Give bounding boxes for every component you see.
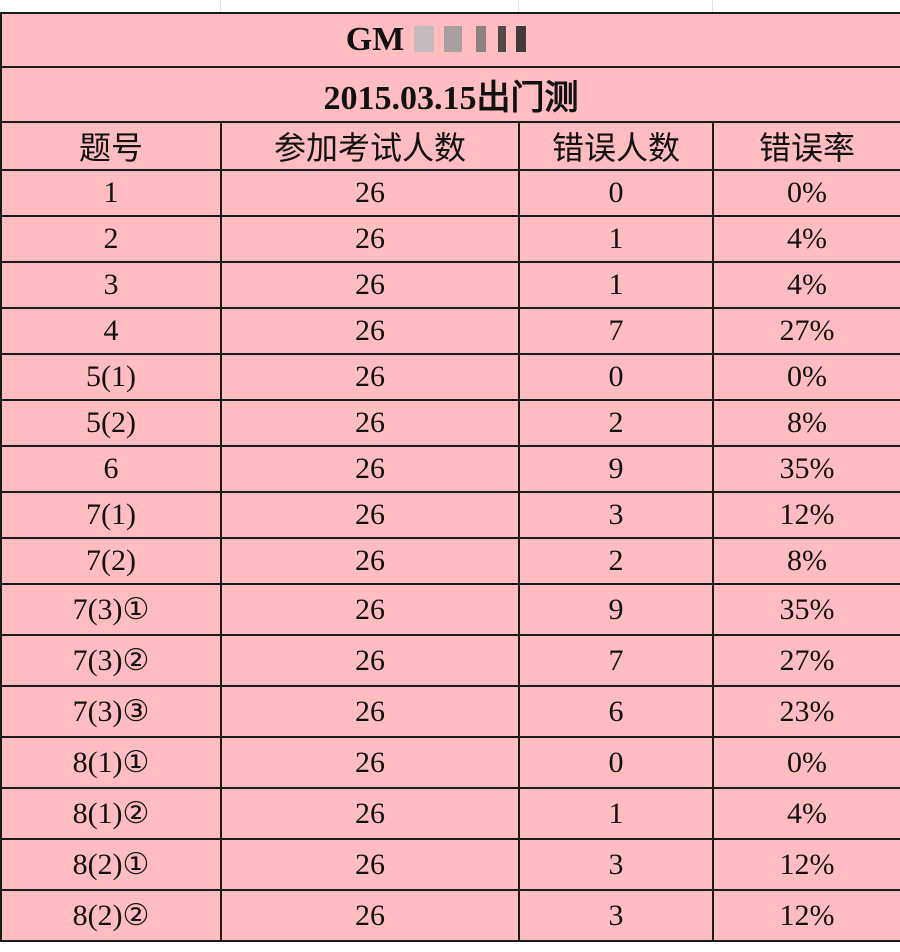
cell-participants[interactable]: 26 [220,736,520,789]
cell-wrong-count[interactable]: 9 [518,583,714,636]
cell-wrong-count[interactable]: 9 [518,445,714,493]
header-question-number[interactable]: 题号 [0,121,222,171]
table-row: 1 26 0 0% [0,169,900,217]
cell-participants[interactable]: 26 [220,889,520,942]
cell-participants[interactable]: 26 [220,261,520,309]
cell-wrong-count[interactable]: 7 [518,307,714,355]
table-row: 3 26 1 4% [0,261,900,309]
cell-question-number[interactable]: 7(3)② [0,634,222,687]
table-row: 7(1) 26 3 12% [0,491,900,539]
cell-question-number[interactable]: 8(1)① [0,736,222,789]
cell-wrong-count[interactable]: 1 [518,215,714,263]
cell-participants[interactable]: 26 [220,537,520,585]
table-row: 4 26 7 27% [0,307,900,355]
cell-error-rate[interactable]: 35% [711,445,900,493]
cell-question-number[interactable]: 8(1)② [0,787,222,840]
cell-wrong-count[interactable]: 0 [518,736,714,789]
cell-question-number[interactable]: 3 [0,261,222,309]
cell-wrong-count[interactable]: 6 [518,685,714,738]
cell-error-rate[interactable]: 27% [711,634,900,687]
table-row: 8(1)② 26 1 4% [0,787,900,840]
table-row: 2 26 1 4% [0,215,900,263]
cell-wrong-count[interactable]: 2 [518,537,714,585]
subtitle-cell[interactable]: 2015.03.15出门测 [0,66,900,123]
title-cell[interactable]: GM [0,12,900,68]
cell-question-number[interactable]: 8(2)① [0,838,222,891]
sheet-gridline-strip [0,0,900,13]
cell-error-rate[interactable]: 0% [711,169,900,217]
cell-participants[interactable]: 26 [220,307,520,355]
cell-error-rate[interactable]: 27% [711,307,900,355]
cell-question-number[interactable]: 5(2) [0,399,222,447]
cell-participants[interactable]: 26 [220,491,520,539]
table-row: 7(3)② 26 7 27% [0,634,900,687]
cell-error-rate[interactable]: 4% [711,215,900,263]
header-participants[interactable]: 参加考试人数 [220,121,520,171]
table-row: 5(1) 26 0 0% [0,353,900,401]
cell-error-rate[interactable]: 0% [711,353,900,401]
title-row: GM [0,12,900,68]
cell-question-number[interactable]: 7(3)③ [0,685,222,738]
table-row: 7(2) 26 2 8% [0,537,900,585]
cell-participants[interactable]: 26 [220,169,520,217]
cell-wrong-count[interactable]: 1 [518,787,714,840]
title-text: GM [345,21,405,58]
cell-wrong-count[interactable]: 2 [518,399,714,447]
cell-question-number[interactable]: 7(2) [0,537,222,585]
header-wrong-count[interactable]: 错误人数 [518,121,714,171]
cell-participants[interactable]: 26 [220,583,520,636]
table-row: 8(1)① 26 0 0% [0,736,900,789]
redacted-name [406,26,557,52]
subtitle-row: 2015.03.15出门测 [0,66,900,123]
cell-participants[interactable]: 26 [220,838,520,891]
cell-wrong-count[interactable]: 0 [518,353,714,401]
cell-participants[interactable]: 26 [220,787,520,840]
cell-error-rate[interactable]: 4% [711,261,900,309]
cell-error-rate[interactable]: 35% [711,583,900,636]
table-row: 8(2)② 26 3 12% [0,889,900,942]
cell-wrong-count[interactable]: 3 [518,838,714,891]
table-row: 6 26 9 35% [0,445,900,493]
cell-error-rate[interactable]: 0% [711,736,900,789]
cell-error-rate[interactable]: 4% [711,787,900,840]
error-rate-table: GM 2015.03.15出门测 题号 参加考试人数 错误人数 错误率 1 26 0… [0,12,900,942]
cell-error-rate[interactable]: 12% [711,838,900,891]
cell-wrong-count[interactable]: 0 [518,169,714,217]
cell-question-number[interactable]: 8(2)② [0,889,222,942]
cell-error-rate[interactable]: 23% [711,685,900,738]
cell-question-number[interactable]: 6 [0,445,222,493]
cell-error-rate[interactable]: 12% [711,889,900,942]
header-row: 题号 参加考试人数 错误人数 错误率 [0,121,900,171]
table-row: 8(2)① 26 3 12% [0,838,900,891]
cell-question-number[interactable]: 2 [0,215,222,263]
cell-participants[interactable]: 26 [220,685,520,738]
table-row: 7(3)① 26 9 35% [0,583,900,636]
table-row: 7(3)③ 26 6 23% [0,685,900,738]
cell-question-number[interactable]: 4 [0,307,222,355]
cell-participants[interactable]: 26 [220,445,520,493]
cell-wrong-count[interactable]: 3 [518,889,714,942]
cell-error-rate[interactable]: 8% [711,537,900,585]
cell-wrong-count[interactable]: 7 [518,634,714,687]
cell-question-number[interactable]: 1 [0,169,222,217]
cell-participants[interactable]: 26 [220,399,520,447]
cell-participants[interactable]: 26 [220,215,520,263]
cell-participants[interactable]: 26 [220,634,520,687]
cell-question-number[interactable]: 5(1) [0,353,222,401]
cell-wrong-count[interactable]: 3 [518,491,714,539]
cell-wrong-count[interactable]: 1 [518,261,714,309]
cell-question-number[interactable]: 7(1) [0,491,222,539]
cell-participants[interactable]: 26 [220,353,520,401]
header-error-rate[interactable]: 错误率 [711,121,900,171]
table-row: 5(2) 26 2 8% [0,399,900,447]
cell-question-number[interactable]: 7(3)① [0,583,222,636]
cell-error-rate[interactable]: 8% [711,399,900,447]
cell-error-rate[interactable]: 12% [711,491,900,539]
